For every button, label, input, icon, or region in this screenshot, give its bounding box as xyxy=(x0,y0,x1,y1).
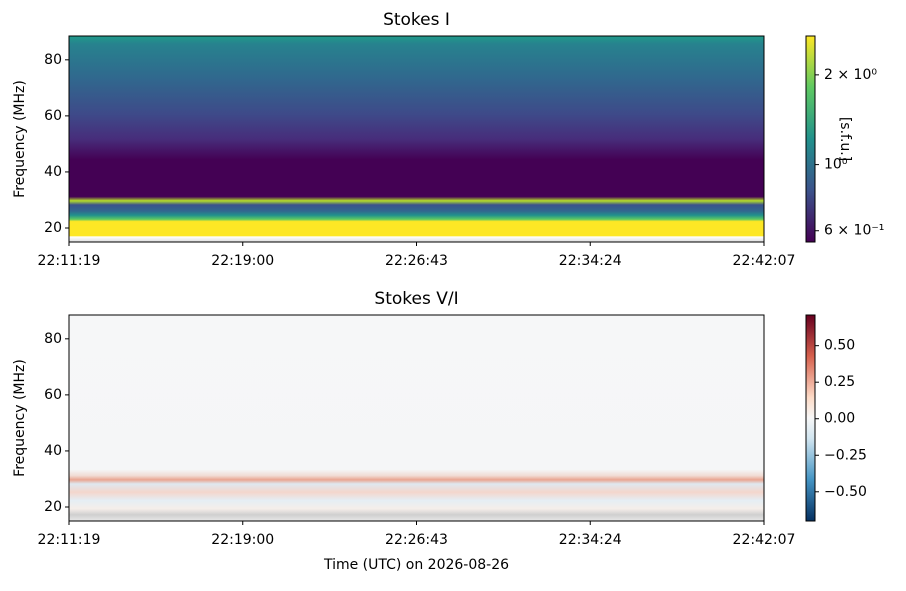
x-tick-label: 22:42:07 xyxy=(733,253,796,269)
x-tick-label: 22:19:00 xyxy=(211,532,274,548)
x-tick-label: 22:11:19 xyxy=(38,532,101,548)
colorbar-tick-label: 2 × 10⁰ xyxy=(824,67,877,83)
colorbar-tick-label: 6 × 10⁻¹ xyxy=(824,223,884,239)
y-tick-label: 20 xyxy=(44,220,62,236)
colorbar-tick-label: 0.50 xyxy=(824,338,855,354)
y-tick-label: 60 xyxy=(44,108,62,124)
colorbar-tick-label: −0.25 xyxy=(824,447,867,463)
y-tick-label: 80 xyxy=(44,52,62,68)
y-tick-label: 40 xyxy=(44,443,62,459)
x-tick-label: 22:26:43 xyxy=(385,253,448,269)
y-axis-label: Frequency (MHz) xyxy=(12,359,28,477)
panel-title: Stokes I xyxy=(383,10,450,30)
panel-title: Stokes V/I xyxy=(374,289,458,309)
y-axis-label: Frequency (MHz) xyxy=(12,80,28,198)
y-tick-label: 60 xyxy=(44,387,62,403)
colorbar-tick-label: 0.00 xyxy=(824,411,855,427)
colorbar-tick-label: 10⁰ xyxy=(824,157,848,173)
x-tick-label: 22:42:07 xyxy=(733,532,796,548)
x-tick-label: 22:11:19 xyxy=(38,253,101,269)
colorbar xyxy=(805,314,816,522)
x-tick-label: 22:34:24 xyxy=(559,253,622,269)
colorbar-tick-label: 0.25 xyxy=(824,374,855,390)
y-tick-label: 80 xyxy=(44,331,62,347)
x-tick-label: 22:19:00 xyxy=(211,253,274,269)
heatmap-image xyxy=(69,315,764,521)
heatmap-image xyxy=(69,36,764,242)
y-tick-label: 40 xyxy=(44,164,62,180)
x-tick-label: 22:34:24 xyxy=(559,532,622,548)
x-tick-label: 22:26:43 xyxy=(385,532,448,548)
x-axis-label: Time (UTC) on 2026-08-26 xyxy=(323,557,509,573)
y-tick-label: 20 xyxy=(44,499,62,515)
colorbar xyxy=(805,35,816,243)
colorbar-tick-label: −0.50 xyxy=(824,484,867,500)
colorbar-label: [s.f.u.] xyxy=(837,117,853,161)
